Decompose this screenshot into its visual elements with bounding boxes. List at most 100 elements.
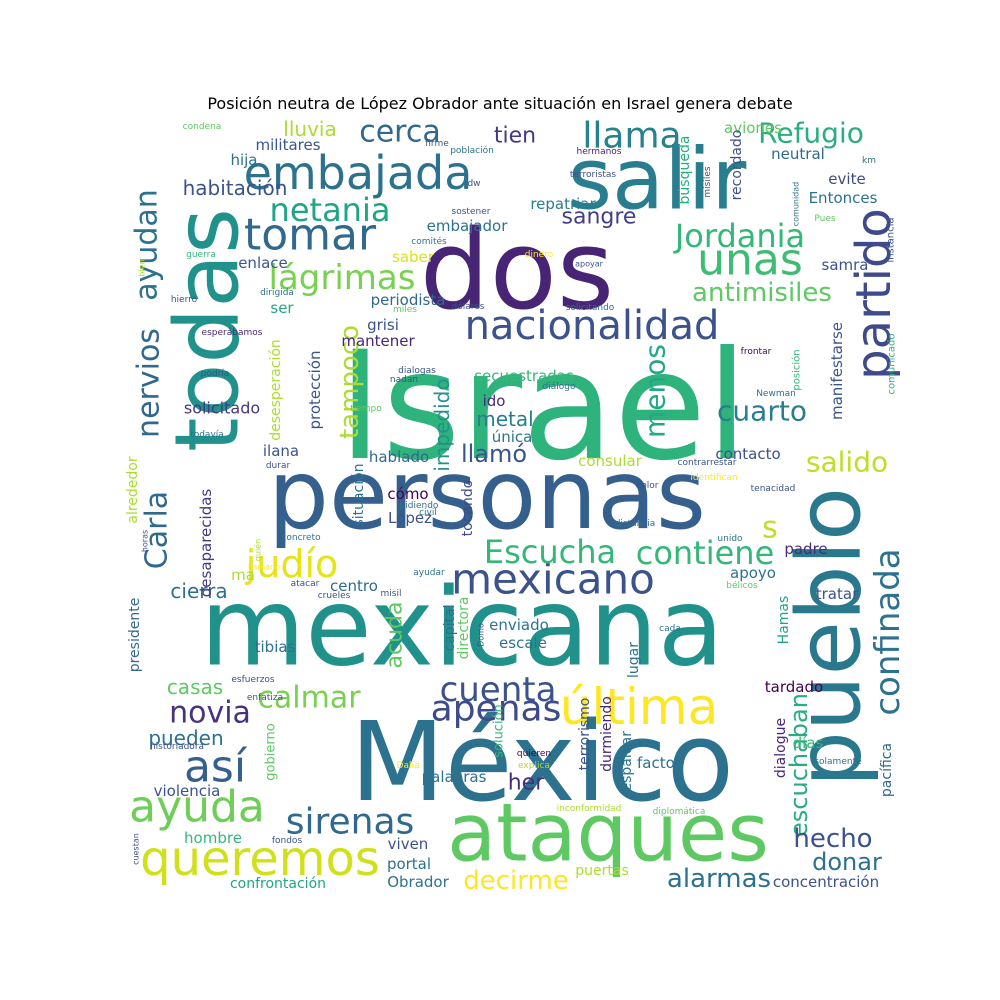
word-cloud-term: hablado	[369, 448, 429, 466]
word-cloud-term: lluvia	[283, 120, 336, 141]
word-cloud-term: unido	[717, 534, 743, 544]
word-cloud-term: tenacidad	[751, 484, 796, 494]
word-cloud-term: apenas	[431, 689, 562, 730]
word-cloud-term: Dalia	[397, 761, 420, 771]
word-cloud-term: comités	[411, 236, 447, 247]
word-cloud-term: respaldar	[619, 731, 635, 797]
word-cloud-term: explica	[518, 761, 550, 771]
word-cloud-term: habitación	[183, 176, 288, 200]
word-cloud-term: Newman	[756, 389, 796, 399]
word-cloud-term: solamente	[814, 757, 862, 767]
word-cloud-term: tien	[494, 124, 536, 149]
word-cloud-term: portal	[387, 855, 431, 873]
word-cloud-term: capital	[442, 604, 458, 651]
word-cloud-term: civil	[419, 508, 437, 518]
word-cloud-term: frontar	[741, 347, 772, 357]
word-cloud-term: periodista	[371, 291, 446, 309]
word-cloud-term: solicitando	[566, 303, 615, 313]
word-cloud-term: pidiendo	[400, 501, 439, 511]
word-cloud-term: solicitado	[184, 399, 260, 418]
word-cloud-term: ser	[270, 299, 294, 317]
word-cloud-term: aviones	[724, 120, 782, 137]
word-cloud-term: embajador	[427, 217, 509, 235]
word-cloud: Israel personas mexicana México dos todas sali…	[125, 120, 900, 895]
word-cloud-term: Escucha	[484, 533, 616, 571]
word-cloud-term: neutral	[771, 145, 825, 163]
word-cloud-term: concentración	[773, 873, 879, 891]
word-cloud-term: cierra	[170, 579, 227, 603]
word-cloud-term: llamado	[248, 563, 280, 572]
word-cloud-term: inconformidad	[557, 804, 622, 814]
word-cloud-term: mexicano	[451, 555, 655, 604]
word-cloud-term: enviado	[489, 616, 549, 634]
word-cloud-term: tratar	[816, 585, 859, 603]
word-cloud-term: guerra	[186, 250, 216, 260]
word-cloud-term: confrontación	[230, 876, 326, 892]
word-cloud-term: repatriar	[530, 195, 596, 213]
word-cloud-term: centro	[330, 577, 378, 595]
word-cloud-term: cuenta	[440, 670, 557, 710]
word-cloud-term: gobierno	[264, 723, 279, 780]
word-cloud-term: todavía	[190, 430, 224, 440]
word-cloud-term: apoyo	[730, 564, 776, 582]
word-cloud-term: atacar	[291, 579, 320, 589]
word-cloud-term: her	[508, 771, 545, 796]
word-cloud-term: samra	[822, 256, 869, 274]
word-cloud-term: novia	[169, 696, 251, 731]
word-cloud-term: llama	[582, 120, 681, 157]
word-cloud-term: alarmas	[667, 864, 771, 894]
word-cloud-term: horas	[141, 530, 150, 552]
word-cloud-term: población	[450, 145, 494, 156]
word-cloud-term: Israel	[338, 320, 748, 494]
word-cloud-term: bélicos	[726, 580, 758, 591]
word-cloud-term: Pues	[814, 214, 836, 224]
word-cloud-term: terrorismo	[577, 698, 593, 771]
word-cloud-term: protección	[306, 351, 324, 430]
word-cloud-term: unas	[697, 235, 803, 286]
word-cloud-term: fondos	[272, 836, 303, 846]
word-cloud-term: decirme	[463, 866, 569, 895]
word-cloud-term: recordado	[729, 130, 745, 201]
word-cloud-term: días	[793, 734, 824, 752]
word-cloud-term: secuestradas	[474, 367, 574, 385]
word-cloud-term: diplomática	[653, 807, 706, 817]
word-cloud-term: calmar	[257, 681, 361, 716]
word-cloud-term: ma	[231, 566, 255, 584]
word-cloud-term: pueblo	[778, 487, 881, 787]
word-cloud-term: historiadora	[150, 742, 204, 752]
word-cloud-term: alrededor	[125, 456, 141, 523]
word-cloud-term: contrarrestar	[678, 458, 737, 468]
word-cloud-term: llamó	[461, 440, 527, 468]
word-cloud-term: instancia	[886, 217, 897, 262]
word-cloud-term: desesperación	[268, 339, 284, 441]
word-cloud-term: confinada	[868, 548, 900, 715]
word-cloud-term: miles	[393, 305, 417, 315]
word-cloud-term: acuda	[383, 602, 408, 669]
word-cloud-term: posición	[791, 349, 803, 390]
word-cloud-term: grisi	[367, 316, 399, 334]
word-cloud-term: apoyar	[575, 260, 604, 269]
word-cloud-term: dialogue	[773, 718, 789, 778]
word-cloud-term: tiempo	[350, 404, 382, 414]
word-cloud-term: dw	[467, 179, 480, 189]
word-cloud-term: nadan	[390, 375, 418, 385]
word-cloud-term: hombre	[184, 829, 242, 847]
word-cloud-term: bien	[138, 259, 147, 276]
word-cloud-term: antimisiles	[692, 278, 832, 308]
word-cloud-term: situación	[351, 463, 367, 526]
word-cloud-term: durar	[266, 461, 291, 471]
word-cloud-term: concreto	[281, 533, 321, 543]
word-cloud-term: comunicado	[887, 334, 898, 395]
word-cloud-term: lugar	[626, 642, 642, 678]
word-cloud-term: Jordania	[673, 217, 805, 255]
word-cloud-term: dos	[420, 206, 614, 334]
word-cloud-term: mexicana	[200, 566, 724, 691]
word-cloud-term: terroristas	[570, 170, 617, 180]
word-cloud-term: identifican	[690, 473, 737, 483]
word-cloud-term: Hamas	[776, 596, 792, 645]
word-cloud-term: sirenas	[286, 802, 415, 843]
word-cloud-term: viven	[388, 835, 429, 853]
word-cloud-term: solución	[492, 704, 507, 758]
word-cloud-term: dialogas	[398, 366, 436, 376]
